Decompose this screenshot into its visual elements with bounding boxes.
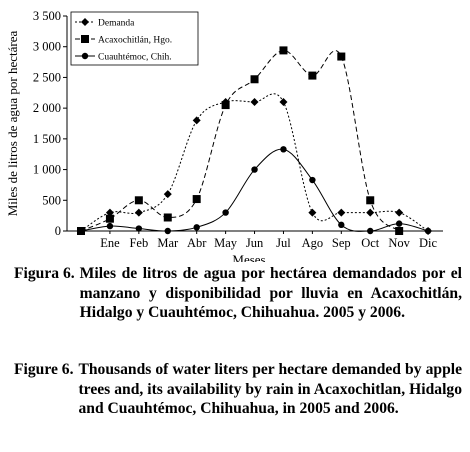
caption-spanish-text: Miles de litros de agua por hectárea dem… [79,265,462,321]
series-1 [77,93,433,235]
data-point [221,101,230,110]
caption-spanish-label: Figura 6. [14,265,75,282]
data-point [250,75,259,84]
y-tick-label: 1 500 [33,132,61,146]
data-point [309,176,316,184]
data-point [251,166,258,173]
x-tick-label: Ene [100,236,120,250]
x-tick-label: Dic [419,236,438,250]
data-point [337,208,346,217]
data-point [367,227,374,235]
chart: 0 500 1 000 1 500 2 000 2 500 3 000 3 500 Ene Feb… [5,9,443,262]
caption-spanish: Figura 6. Miles de litros de agua por he… [14,264,462,323]
y-tick-label: 1 000 [33,163,61,177]
legend-entry: Acaxochitlán, Hgo. [98,36,172,46]
y-axis-title: Miles de litros de agua por hectárea [5,31,20,217]
data-point [135,225,143,232]
data-point [134,208,143,217]
x-tick-label: Sep [332,236,351,250]
data-point [308,71,317,80]
y-tick-label: 3 000 [33,40,61,54]
series-line [80,49,400,232]
x-tick-label: May [214,236,238,250]
data-point [337,52,346,61]
x-tick-label: Feb [129,236,148,250]
legend-swatch-marker [81,52,89,60]
legend: Demanda Acaxochitlán, Hgo. Cuauhtémoc, Chi… [70,11,199,66]
data-point [164,227,171,235]
data-point [279,98,288,106]
x-tick-label: Nov [388,236,410,250]
caption-english-label: Figure 6. [14,361,74,378]
data-point [308,208,317,217]
data-point [105,208,114,217]
data-point [424,227,432,235]
x-tick-label: Oct [361,236,380,250]
x-tick-label: Abr [187,236,207,250]
data-point [279,46,288,55]
caption-english-text: Thousands of water liters per hectare de… [78,361,462,417]
data-point [280,146,287,153]
data-point [192,195,201,204]
data-point [163,190,172,199]
series-line [80,148,429,232]
x-tick-label: Ago [302,236,324,250]
legend-swatch-marker [81,18,89,26]
y-tick-label: 3 500 [33,9,61,23]
legend-swatch-marker [81,35,89,43]
data-point [395,208,404,217]
data-point [395,220,403,227]
y-tick-label: 0 [55,224,61,238]
data-point [395,227,404,235]
y-tick-label: 2 500 [33,70,61,84]
series-2 [77,46,404,235]
data-point [338,221,345,229]
data-point [134,196,143,205]
data-point [163,213,172,222]
legend-entry: Cuauhtémoc, Chih. [98,53,172,63]
y-tick-label: 500 [42,193,61,207]
y-tick-label: 2 000 [33,101,61,115]
data-point [366,196,375,205]
data-point [250,98,259,106]
data-point [105,214,114,223]
x-tick-label: Jul [276,236,291,250]
series-line [80,93,429,232]
data-point [193,224,200,231]
x-axis-title: Meses [232,252,265,262]
data-point [106,222,114,230]
legend-entry: Demanda [98,19,135,29]
x-tick-label: Mar [157,236,179,250]
data-point [366,208,375,217]
data-point [192,116,201,125]
caption-english: Figure 6. Thousands of water liters per … [14,360,462,419]
x-tick-label: Jun [246,236,264,250]
series-3 [77,146,432,235]
data-point [77,227,85,235]
data-point [222,209,229,216]
